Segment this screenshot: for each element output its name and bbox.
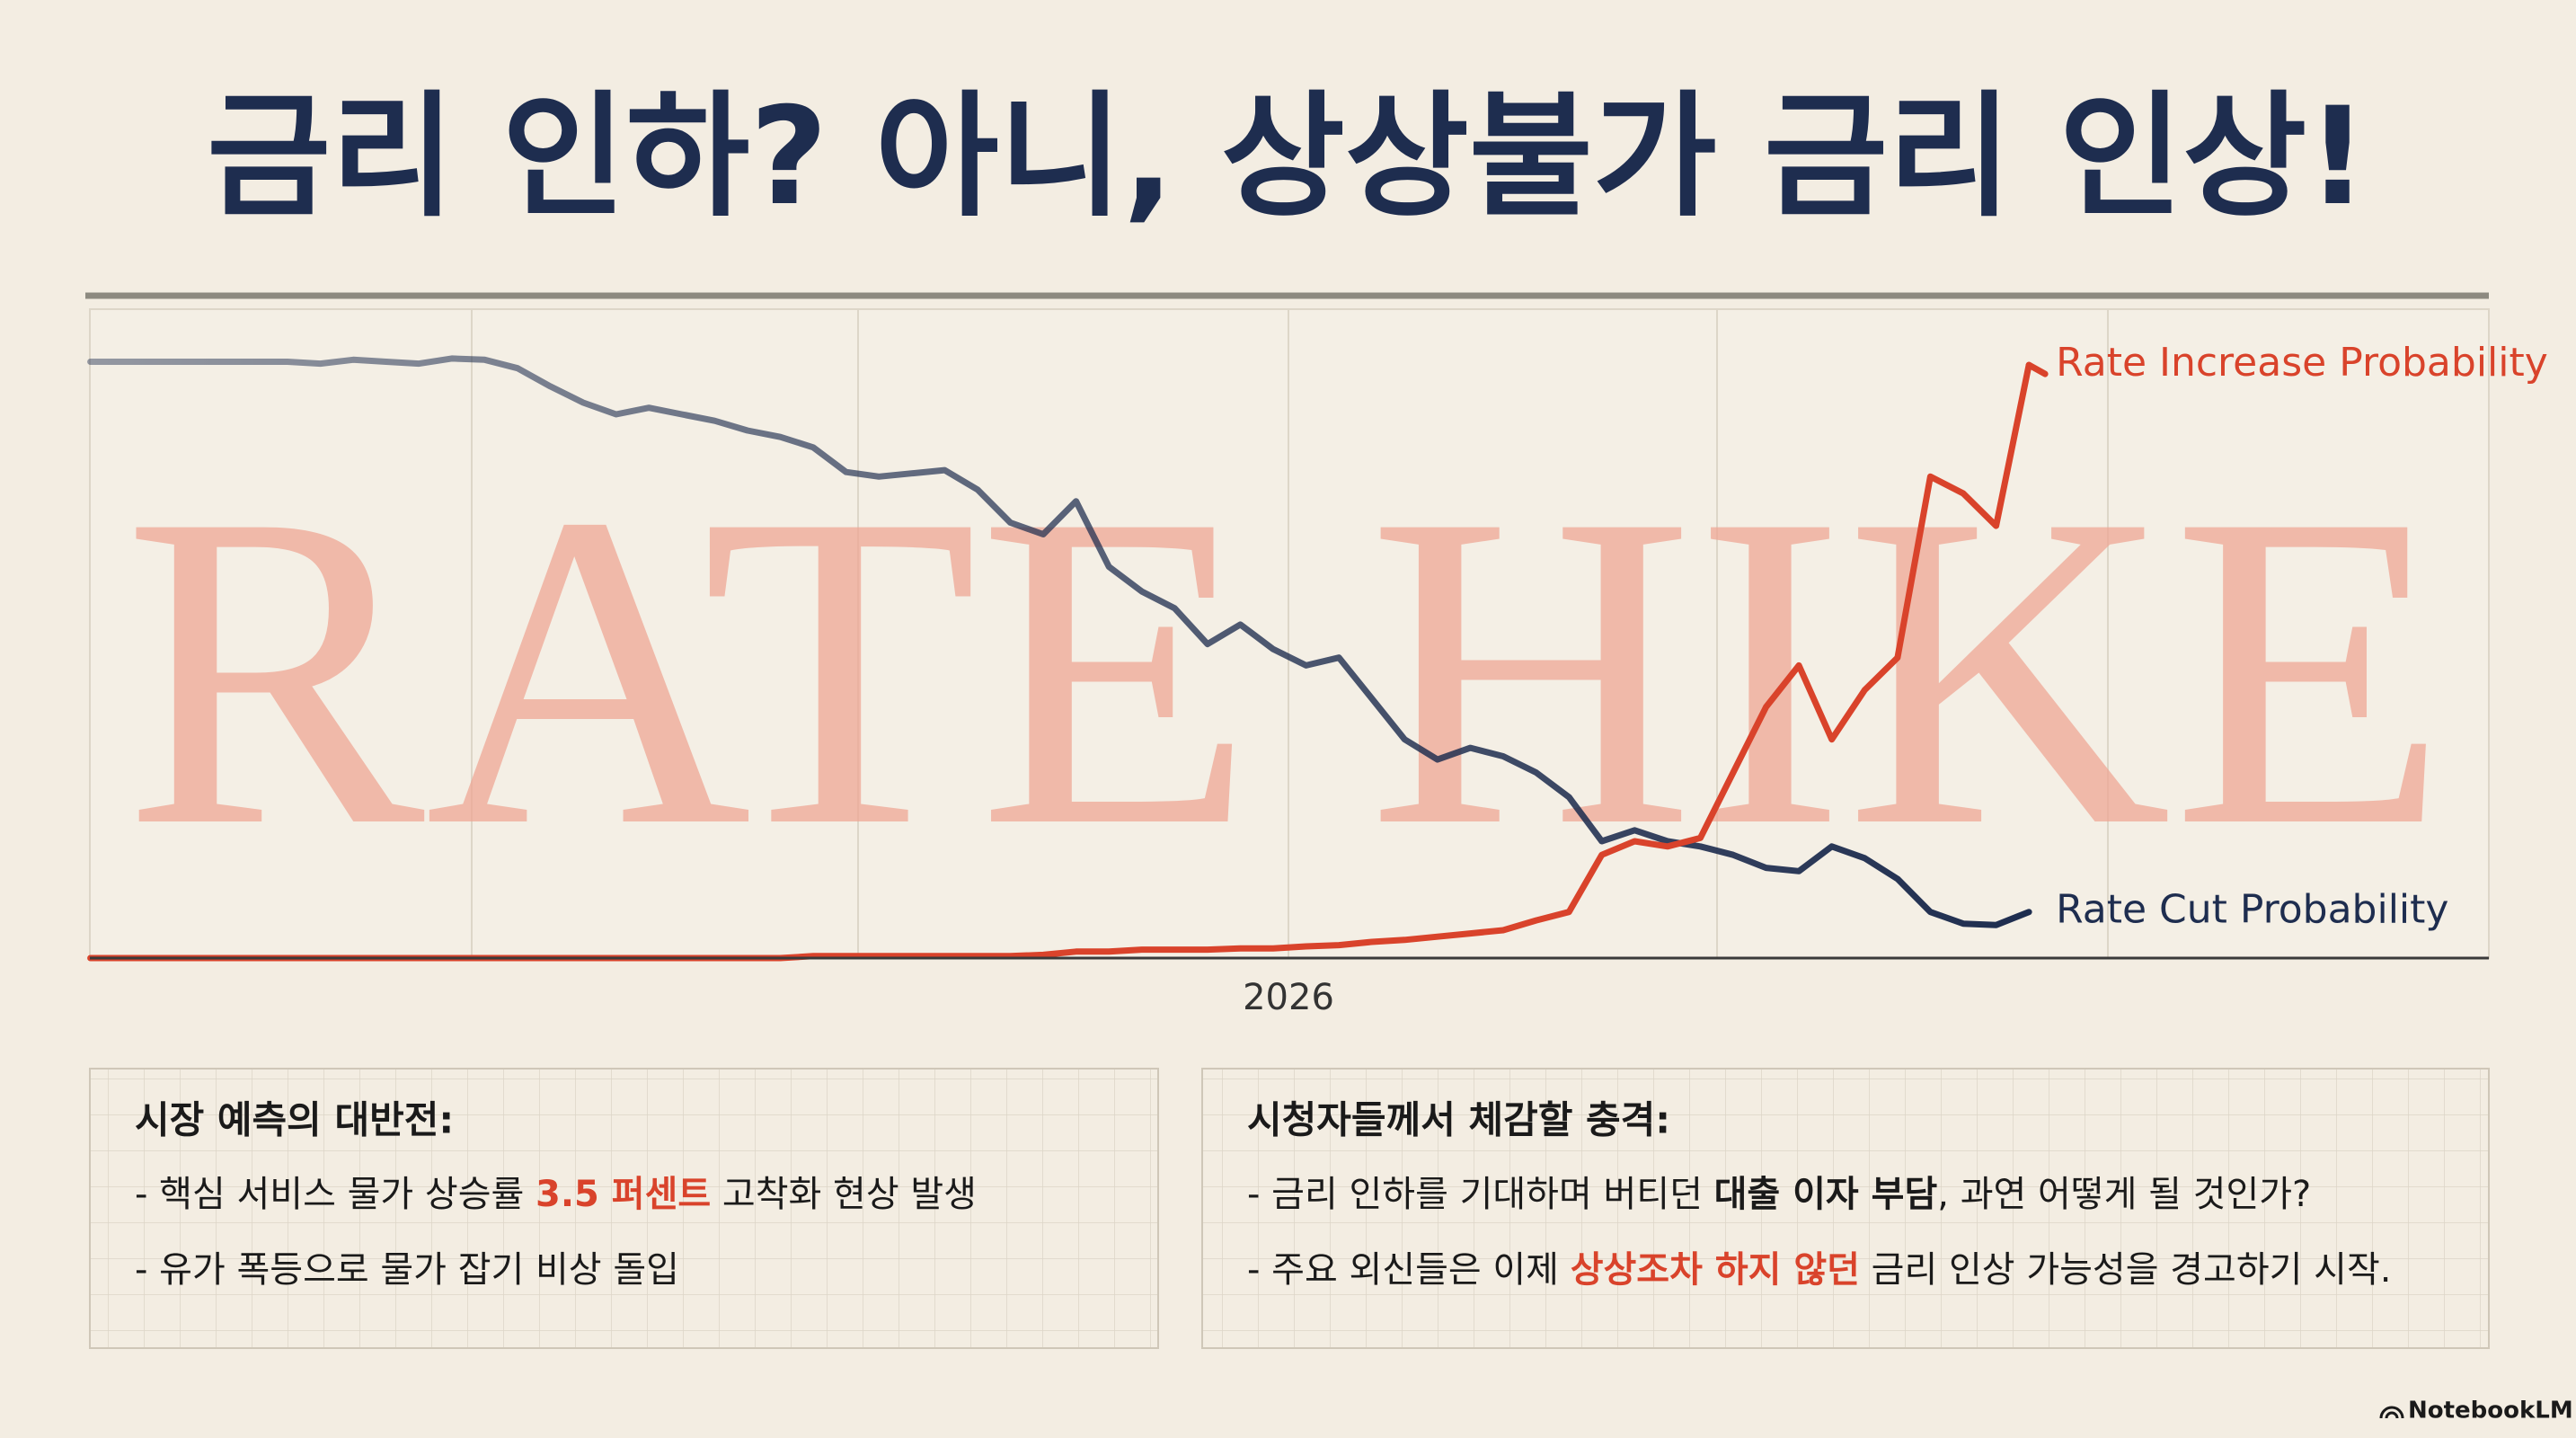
series-label: Rate Increase Probability	[2056, 340, 2548, 386]
text-segment: - 금리 인하를 기대하며 버티던	[1247, 1174, 1714, 1215]
footer: NotebookLM	[2379, 1398, 2573, 1425]
plot-grid	[471, 309, 2109, 958]
text-segment: , 과연 어떻게 될 것인가?	[1937, 1174, 2311, 1215]
title: 금리 인하? 아니, 상상불가 금리 인상!	[207, 79, 2368, 235]
panel-item: - 유가 폭등으로 물가 잡기 비상 돌입	[135, 1249, 679, 1291]
text-segment: 3.5 퍼센트	[536, 1174, 711, 1215]
panel-box	[89, 1068, 1159, 1349]
series-label: Rate Cut Probability	[2056, 887, 2448, 933]
text-segment: - 유가 폭등으로 물가 잡기 비상 돌입	[135, 1249, 679, 1291]
text-segment: - 핵심 서비스 물가 상승률	[135, 1174, 536, 1215]
footer-text: NotebookLM	[2408, 1398, 2573, 1425]
text-segment: 고착화 현상 발생	[711, 1174, 977, 1215]
panel-box	[1201, 1068, 2490, 1349]
panel-heading: 시장 예측의 대반전:	[135, 1098, 454, 1142]
panel-item: - 핵심 서비스 물가 상승률 3.5 퍼센트 고착화 현상 발생	[135, 1174, 977, 1215]
watermark: RATE HIKE	[123, 422, 2448, 919]
x-axis-label: 2026	[1243, 977, 1334, 1018]
panel-item: - 금리 인하를 기대하며 버티던 대출 이자 부담, 과연 어떻게 될 것인가…	[1247, 1174, 2311, 1215]
text-segment: 대출 이자 부담	[1714, 1174, 1938, 1215]
panel-item: - 주요 외신들은 이제 상상조차 하지 않던 금리 인상 가능성을 경고하기 …	[1247, 1249, 2391, 1291]
footer-icon	[2379, 1406, 2404, 1419]
panel-heading: 시청자들께서 체감할 충격:	[1247, 1098, 1670, 1142]
text-segment: 금리 인상 가능성을 경고하기 시작.	[1860, 1249, 2392, 1291]
text-segment: - 주요 외신들은 이제	[1247, 1249, 1571, 1291]
series-line	[87, 355, 2032, 928]
panels: 시장 예측의 대반전: - 핵심 서비스 물가 상승률 3.5 퍼센트 고착화 현…	[89, 1068, 2490, 1349]
line-end-marker	[2025, 361, 2049, 377]
text-segment: 상상조차 하지 않던	[1571, 1249, 1860, 1291]
